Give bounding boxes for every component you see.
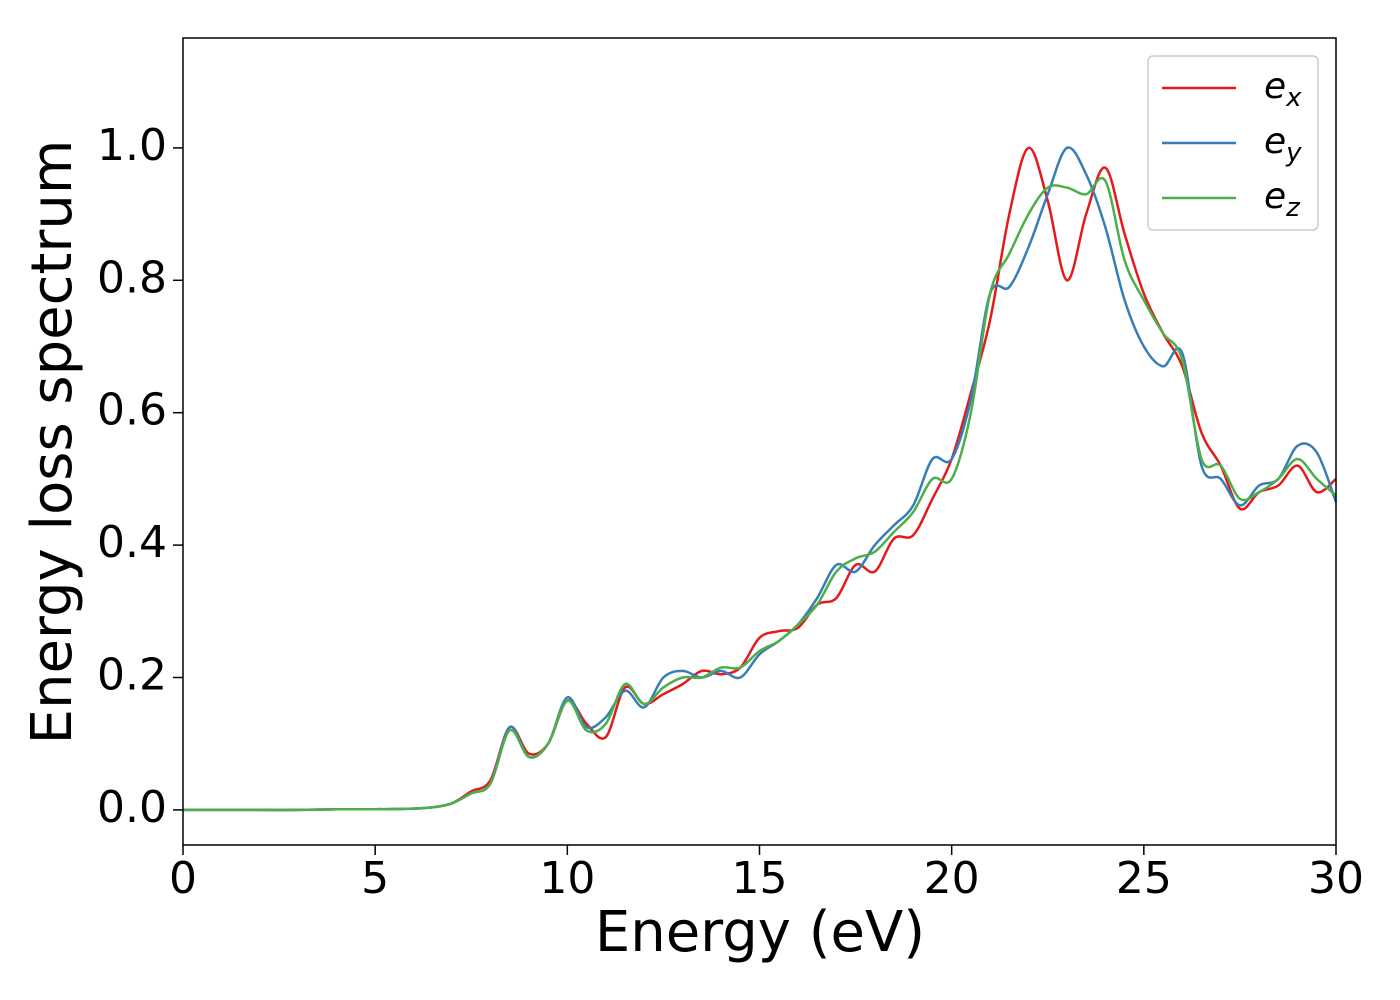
legend-label: ez (1264, 176, 1301, 223)
x-tick-label: 15 (732, 853, 788, 904)
y-tick-label: 0.8 (97, 252, 167, 303)
legend-label-sub: x (1285, 83, 1302, 113)
x-tick-label: 30 (1308, 853, 1364, 904)
legend-label-main: e (1264, 121, 1286, 162)
x-tick-label: 20 (924, 853, 980, 904)
y-tick-label: 0.6 (97, 385, 167, 436)
y-tick-label: 0.2 (97, 650, 167, 701)
x-axis-label: Energy (eV) (595, 900, 925, 965)
plot-frame (182, 37, 1337, 846)
legend-label: ex (1264, 66, 1302, 113)
y-tick-label: 0.0 (97, 782, 167, 833)
legend-label-main: e (1264, 176, 1286, 217)
series-line (183, 146, 1337, 812)
x-tick-label: 5 (361, 853, 389, 904)
x-tick-label: 25 (1116, 853, 1172, 904)
legend-label: ey (1264, 121, 1302, 168)
legend-label-sub: z (1285, 193, 1301, 223)
y-tick-label: 1.0 (97, 120, 167, 171)
x-tick-label: 0 (169, 853, 197, 904)
series-line (183, 177, 1337, 812)
series-line (183, 146, 1338, 812)
y-axis-label: Energy loss spectrum (20, 140, 85, 745)
legend-label-main: e (1264, 66, 1286, 107)
y-tick-label: 0.4 (97, 517, 167, 568)
x-tick-label: 10 (539, 853, 595, 904)
legend-label-sub: y (1285, 138, 1302, 168)
